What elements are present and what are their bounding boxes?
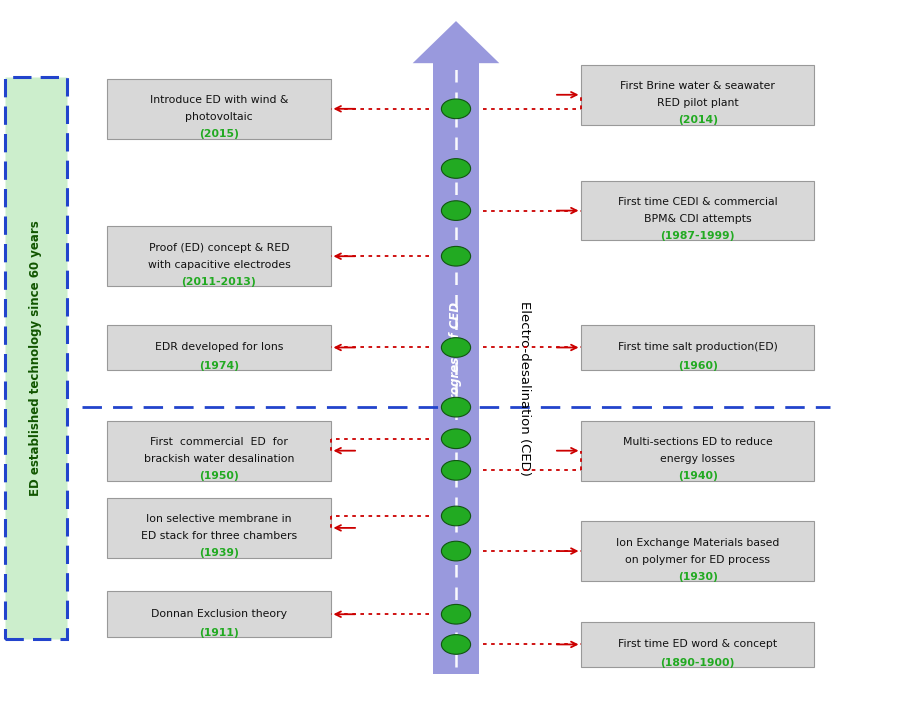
Ellipse shape [441, 541, 470, 561]
FancyBboxPatch shape [581, 65, 813, 125]
Text: (1940): (1940) [677, 471, 717, 482]
FancyBboxPatch shape [107, 591, 330, 637]
Polygon shape [412, 21, 499, 63]
Ellipse shape [441, 246, 470, 266]
Text: (1911): (1911) [199, 628, 239, 637]
Text: Electro-desalination (CED): Electro-desalination (CED) [517, 301, 530, 476]
Text: First time ED word & concept: First time ED word & concept [618, 640, 776, 649]
FancyBboxPatch shape [107, 324, 330, 370]
Text: with capacitive electrodes: with capacitive electrodes [148, 260, 290, 270]
Ellipse shape [441, 159, 470, 178]
Text: Proof (ED) concept & RED: Proof (ED) concept & RED [148, 243, 289, 253]
Ellipse shape [441, 201, 470, 220]
Text: (1890-1900): (1890-1900) [660, 658, 734, 668]
Text: (2015): (2015) [199, 129, 239, 140]
Text: BPM& CDI attempts: BPM& CDI attempts [643, 214, 751, 224]
Text: ED established technology since 60 years: ED established technology since 60 years [29, 220, 42, 496]
Text: (1987-1999): (1987-1999) [660, 231, 734, 241]
Text: ED stack for three chambers: ED stack for three chambers [140, 531, 297, 541]
Text: First time salt production(ED): First time salt production(ED) [617, 343, 777, 352]
Text: First  commercial  ED  for: First commercial ED for [149, 437, 288, 447]
Text: Multi-sections ED to reduce: Multi-sections ED to reduce [622, 437, 772, 447]
Text: (1930): (1930) [677, 571, 717, 582]
Ellipse shape [441, 604, 470, 624]
Text: photovoltaic: photovoltaic [185, 112, 252, 122]
Text: Ion selective membrane in: Ion selective membrane in [146, 515, 292, 524]
Text: First time CEDI & commercial: First time CEDI & commercial [617, 197, 777, 207]
Text: First Brine water & seawater: First Brine water & seawater [619, 81, 774, 91]
FancyBboxPatch shape [581, 420, 813, 480]
Text: (1974): (1974) [199, 361, 239, 371]
Text: (1950): (1950) [199, 471, 239, 482]
Ellipse shape [441, 397, 470, 417]
FancyBboxPatch shape [581, 324, 813, 370]
Ellipse shape [441, 506, 470, 526]
FancyBboxPatch shape [581, 181, 813, 240]
Text: Donnan Exclusion theory: Donnan Exclusion theory [150, 609, 287, 619]
Text: (2014): (2014) [677, 115, 717, 126]
Ellipse shape [441, 461, 470, 480]
Text: EDR developed for Ions: EDR developed for Ions [155, 343, 282, 352]
Text: Progress of CED: Progress of CED [449, 301, 462, 408]
FancyBboxPatch shape [107, 79, 330, 138]
FancyBboxPatch shape [107, 498, 330, 557]
Ellipse shape [441, 338, 470, 357]
FancyBboxPatch shape [581, 622, 813, 667]
Text: on polymer for ED process: on polymer for ED process [625, 555, 769, 564]
FancyBboxPatch shape [433, 63, 478, 674]
Ellipse shape [441, 635, 470, 654]
Text: energy losses: energy losses [660, 454, 734, 464]
Text: Ion Exchange Materials based: Ion Exchange Materials based [615, 538, 779, 548]
Text: brackish water desalination: brackish water desalination [144, 454, 293, 464]
Text: (1939): (1939) [199, 548, 239, 559]
Text: RED pilot plant: RED pilot plant [656, 98, 738, 108]
FancyBboxPatch shape [107, 226, 330, 286]
Ellipse shape [441, 429, 470, 449]
Ellipse shape [441, 99, 470, 119]
FancyBboxPatch shape [5, 77, 67, 639]
Text: (2011-2013): (2011-2013) [181, 277, 256, 287]
Text: Introduce ED with wind &: Introduce ED with wind & [149, 95, 288, 105]
FancyBboxPatch shape [581, 521, 813, 581]
Text: (1960): (1960) [677, 361, 717, 371]
FancyBboxPatch shape [107, 420, 330, 480]
